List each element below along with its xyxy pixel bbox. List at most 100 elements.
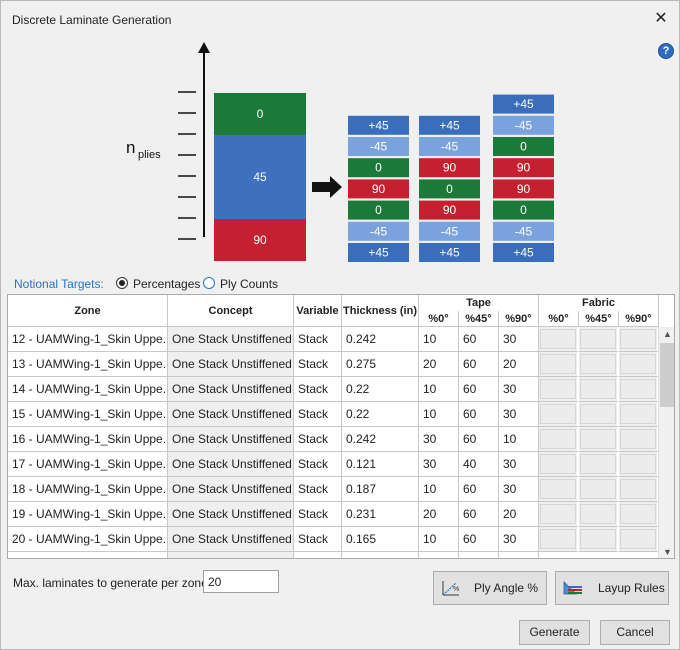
- tape-90-cell[interactable]: 30: [499, 377, 539, 402]
- tape-0-header[interactable]: %0°: [419, 311, 459, 327]
- ply-block: [419, 158, 480, 178]
- concept-cell[interactable]: One Stack Unstiffened: [168, 502, 294, 527]
- zone-cell[interactable]: 17 - UAMWing-1_Skin Uppe...: [8, 452, 168, 477]
- tape-90-cell[interactable]: 30: [499, 327, 539, 352]
- variable-cell[interactable]: Stack: [294, 402, 342, 427]
- table-scrollbar[interactable]: ▲ ▼: [658, 327, 674, 558]
- zone-cell[interactable]: 20 - UAMWing-1_Skin Uppe...: [8, 527, 168, 552]
- notional-targets-label: Notional Targets:: [14, 277, 104, 291]
- scroll-up-icon[interactable]: ▲: [663, 329, 672, 339]
- zone-cell[interactable]: 15 - UAMWing-1_Skin Uppe...: [8, 402, 168, 427]
- tape-0-cell[interactable]: 10: [419, 377, 459, 402]
- scroll-thumb[interactable]: [660, 343, 674, 407]
- fabric-0-cell: [539, 477, 579, 502]
- ply-label: 90: [372, 182, 386, 196]
- ply-label: +45: [513, 246, 534, 260]
- max-laminates-input[interactable]: [203, 570, 279, 593]
- variable-cell[interactable]: Stack: [294, 452, 342, 477]
- fabric-45-cell: [579, 502, 619, 527]
- tape-90-cell[interactable]: 30: [499, 477, 539, 502]
- tape-0-cell[interactable]: 20: [419, 502, 459, 527]
- concept-cell[interactable]: One Stack Unstiffened: [168, 402, 294, 427]
- thickness-header[interactable]: Thickness (in): [342, 295, 419, 327]
- concept-cell[interactable]: One Stack Unstiffened: [168, 527, 294, 552]
- zone-cell[interactable]: 13 - UAMWing-1_Skin Uppe...: [8, 352, 168, 377]
- tape-45-cell[interactable]: 60: [459, 527, 499, 552]
- tape-45-cell[interactable]: 60: [459, 377, 499, 402]
- tape-45-cell[interactable]: 40: [459, 452, 499, 477]
- thickness-cell[interactable]: 0.121: [342, 452, 419, 477]
- fabric-45-header[interactable]: %45°: [579, 311, 619, 327]
- thickness-cell[interactable]: 0.231: [342, 502, 419, 527]
- concept-header[interactable]: Concept: [168, 295, 294, 327]
- generate-button[interactable]: Generate: [519, 620, 590, 645]
- zone-cell[interactable]: 16 - UAMWing-1_Skin Uppe...: [8, 427, 168, 452]
- variable-cell[interactable]: Stack: [294, 477, 342, 502]
- tape-45-cell[interactable]: 60: [459, 477, 499, 502]
- concept-cell[interactable]: One Stack Unstiffened: [168, 352, 294, 377]
- variable-cell[interactable]: Stack: [294, 527, 342, 552]
- thickness-cell[interactable]: 0.242: [342, 327, 419, 352]
- thickness-cell[interactable]: 0.22: [342, 377, 419, 402]
- zone-cell[interactable]: 12 - UAMWing-1_Skin Uppe...: [8, 327, 168, 352]
- zone-cell[interactable]: 14 - UAMWing-1_Skin Uppe...: [8, 377, 168, 402]
- variable-cell[interactable]: Stack: [294, 502, 342, 527]
- concept-cell[interactable]: One Stack Unstiffened: [168, 377, 294, 402]
- tape-0-cell[interactable]: 20: [419, 352, 459, 377]
- ply-counts-radio[interactable]: [203, 277, 215, 289]
- tape-45-header[interactable]: %45°: [459, 311, 499, 327]
- percentages-radio[interactable]: [116, 277, 128, 289]
- concept-cell[interactable]: One Stack Unstiffened: [168, 477, 294, 502]
- variable-header[interactable]: Variable: [294, 295, 342, 327]
- tape-90-cell[interactable]: 20: [499, 352, 539, 377]
- zone-cell[interactable]: 18 - UAMWing-1_Skin Uppe...: [8, 477, 168, 502]
- ply-angle-button[interactable]: % Ply Angle %: [433, 571, 547, 605]
- scroll-down-icon[interactable]: ▼: [663, 547, 672, 557]
- help-icon[interactable]: ?: [658, 43, 674, 59]
- tape-0-cell[interactable]: 10: [419, 477, 459, 502]
- variable-cell[interactable]: Stack: [294, 427, 342, 452]
- thickness-cell[interactable]: 0.275: [342, 352, 419, 377]
- tape-90-cell[interactable]: 20: [499, 502, 539, 527]
- tape-45-cell[interactable]: 60: [459, 427, 499, 452]
- tape-0-cell[interactable]: 10: [419, 527, 459, 552]
- disabled-cell-fill: [620, 529, 656, 549]
- tape-90-cell[interactable]: 30: [499, 452, 539, 477]
- ply-block: [348, 137, 409, 156]
- thickness-cell[interactable]: 0.22: [342, 402, 419, 427]
- tape-0-cell[interactable]: 30: [419, 427, 459, 452]
- table-row-partial: [294, 552, 342, 558]
- close-icon[interactable]: ✕: [654, 10, 668, 27]
- layup-rules-button[interactable]: Layup Rules: [555, 571, 669, 605]
- tape-0-cell[interactable]: 30: [419, 452, 459, 477]
- variable-cell[interactable]: Stack: [294, 327, 342, 352]
- cancel-button[interactable]: Cancel: [600, 620, 670, 645]
- fabric-0-header[interactable]: %0°: [539, 311, 579, 327]
- tape-45-cell[interactable]: 60: [459, 402, 499, 427]
- concept-cell[interactable]: One Stack Unstiffened: [168, 427, 294, 452]
- percentages-label[interactable]: Percentages: [133, 277, 201, 291]
- zone-header[interactable]: Zone: [8, 295, 168, 327]
- tape-45-cell[interactable]: 60: [459, 352, 499, 377]
- disabled-cell-fill: [580, 504, 616, 524]
- concept-cell[interactable]: One Stack Unstiffened: [168, 327, 294, 352]
- tape-0-cell[interactable]: 10: [419, 327, 459, 352]
- zone-cell[interactable]: 19 - UAMWing-1_Skin Uppe...: [8, 502, 168, 527]
- fabric-90-cell: [619, 402, 659, 427]
- tape-90-cell[interactable]: 10: [499, 427, 539, 452]
- fabric-90-header[interactable]: %90°: [619, 311, 659, 327]
- tape-90-header[interactable]: %90°: [499, 311, 539, 327]
- tape-0-cell[interactable]: 10: [419, 402, 459, 427]
- variable-cell[interactable]: Stack: [294, 377, 342, 402]
- tape-90-cell[interactable]: 30: [499, 402, 539, 427]
- variable-cell[interactable]: Stack: [294, 352, 342, 377]
- tape-45-cell[interactable]: 60: [459, 327, 499, 352]
- concept-cell[interactable]: One Stack Unstiffened: [168, 452, 294, 477]
- thickness-cell[interactable]: 0.165: [342, 527, 419, 552]
- thickness-cell[interactable]: 0.242: [342, 427, 419, 452]
- thickness-cell[interactable]: 0.187: [342, 477, 419, 502]
- ply-counts-label[interactable]: Ply Counts: [220, 277, 279, 291]
- tape-45-cell[interactable]: 60: [459, 502, 499, 527]
- tape-90-cell[interactable]: 30: [499, 527, 539, 552]
